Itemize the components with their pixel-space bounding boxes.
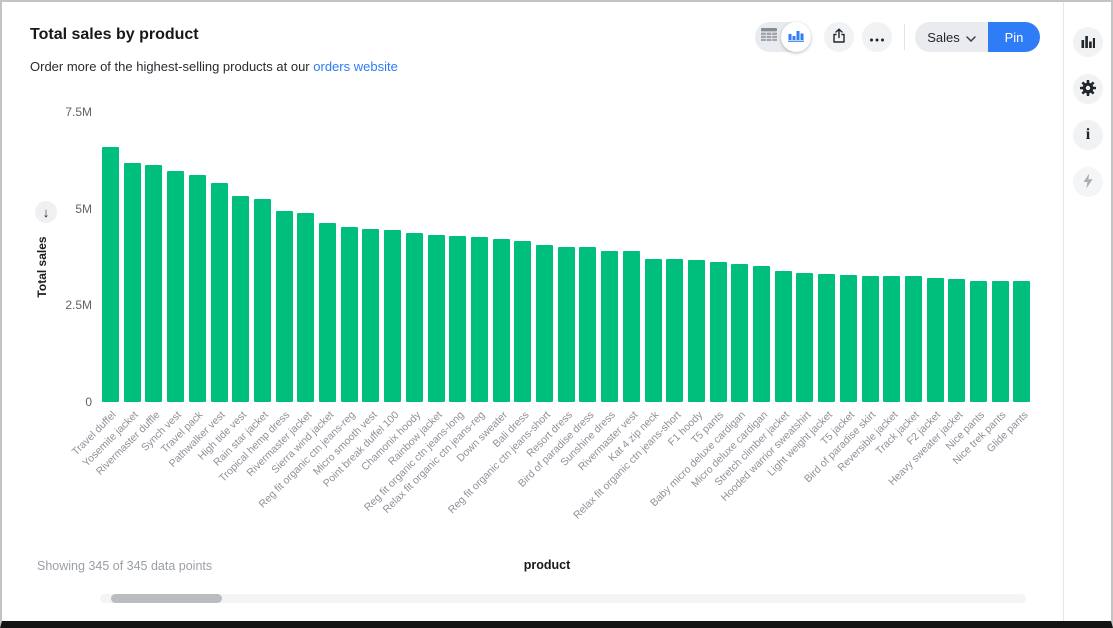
bar-chart-view-icon	[788, 28, 804, 47]
view-toggle	[755, 22, 811, 52]
bar[interactable]	[449, 235, 467, 402]
bar[interactable]	[536, 245, 553, 402]
right-rail: i	[1063, 2, 1111, 621]
bar[interactable]	[774, 271, 792, 402]
x-axis-title: product	[523, 558, 571, 572]
lightning-icon	[1082, 173, 1094, 192]
subtitle-text: Order more of the highest-selling produc…	[30, 59, 314, 74]
sort-descending-button[interactable]: ↓	[35, 201, 57, 223]
horizontal-scrollbar[interactable]	[100, 594, 1026, 603]
bar[interactable]	[145, 164, 163, 402]
sort-descending-icon: ↓	[42, 204, 50, 220]
bar[interactable]	[470, 236, 488, 402]
bar[interactable]	[601, 251, 619, 402]
bar[interactable]	[579, 246, 597, 402]
bar[interactable]	[796, 272, 814, 402]
settings-button[interactable]	[1073, 74, 1103, 104]
bar[interactable]	[883, 275, 901, 402]
rail-chart-button[interactable]	[1073, 27, 1103, 57]
bar-plot-area	[102, 112, 1047, 402]
orders-website-link[interactable]: orders website	[313, 59, 398, 74]
y-axis-tick: 2.5M	[65, 298, 92, 313]
ellipsis-icon	[869, 30, 885, 45]
bar[interactable]	[644, 258, 662, 402]
sales-dropdown[interactable]: Sales	[915, 22, 988, 52]
data-point-count: Showing 345 of 345 data points	[37, 559, 213, 573]
bar[interactable]	[123, 162, 141, 402]
bar[interactable]	[753, 266, 770, 402]
pin-button[interactable]: Pin	[988, 22, 1040, 52]
bar[interactable]	[275, 211, 293, 402]
bar[interactable]	[253, 199, 271, 402]
bar[interactable]	[818, 274, 836, 402]
share-button[interactable]	[824, 22, 854, 52]
gear-icon	[1079, 79, 1097, 100]
y-axis-tick: 5M	[75, 201, 92, 216]
explore-button[interactable]	[1073, 167, 1103, 197]
bar[interactable]	[839, 275, 857, 402]
bar[interactable]	[948, 278, 966, 402]
sales-pin-group: Sales Pin	[915, 22, 1040, 52]
bar[interactable]	[167, 171, 185, 402]
chevron-down-icon	[966, 30, 976, 45]
info-icon: i	[1085, 126, 1091, 143]
bar[interactable]	[188, 174, 206, 402]
chart-view-button[interactable]	[781, 22, 811, 52]
bar[interactable]	[102, 147, 119, 402]
bar[interactable]	[709, 262, 727, 402]
share-icon	[831, 28, 847, 47]
bar[interactable]	[514, 240, 532, 402]
y-axis-tick: 0	[85, 395, 92, 409]
table-view-icon	[761, 28, 777, 46]
bar[interactable]	[926, 277, 944, 402]
bar[interactable]	[210, 182, 228, 402]
bar[interactable]	[904, 275, 922, 402]
bar[interactable]	[427, 235, 445, 402]
bar[interactable]	[232, 195, 250, 402]
bar[interactable]	[362, 228, 380, 402]
bar[interactable]	[970, 281, 987, 402]
bar[interactable]	[861, 275, 879, 402]
y-axis-tick: 7.5M	[65, 105, 92, 119]
subtitle: Order more of the highest-selling produc…	[30, 59, 398, 74]
info-button[interactable]: i	[1073, 120, 1103, 150]
bar[interactable]	[622, 251, 640, 402]
table-view-button[interactable]	[755, 22, 783, 52]
bar[interactable]	[666, 258, 684, 402]
bar[interactable]	[557, 246, 575, 402]
sales-dropdown-label: Sales	[927, 29, 960, 45]
bar[interactable]	[319, 222, 336, 402]
bar[interactable]	[991, 281, 1009, 402]
bar[interactable]	[492, 239, 510, 402]
bar[interactable]	[405, 232, 423, 402]
toolbar-divider	[904, 24, 905, 50]
scrollbar-thumb[interactable]	[111, 594, 222, 603]
y-axis-title: Total sales	[35, 236, 49, 298]
bar[interactable]	[384, 229, 402, 402]
bar[interactable]	[731, 264, 749, 402]
bar[interactable]	[297, 212, 315, 402]
bar[interactable]	[340, 227, 358, 402]
bar[interactable]	[1013, 281, 1031, 402]
page-title: Total sales by product	[30, 26, 199, 43]
bar[interactable]	[687, 259, 705, 402]
more-options-button[interactable]	[862, 22, 892, 52]
bar-chart-icon	[1081, 34, 1096, 51]
